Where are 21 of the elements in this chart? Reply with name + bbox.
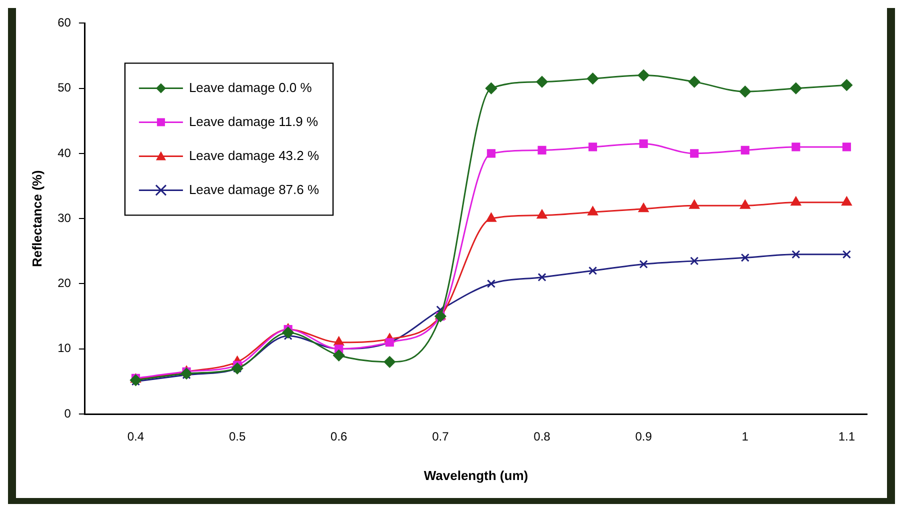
y-tick-label: 60	[58, 16, 72, 30]
y-tick-label: 30	[58, 210, 72, 225]
y-tick-label: 20	[58, 276, 72, 290]
legend-label: Leave damage 0.0 %	[188, 80, 312, 95]
x-tick-label: 0.5	[228, 430, 246, 444]
legend-label: Leave damage 11.9 %	[188, 114, 319, 129]
legend-label: Leave damage 43.2 %	[188, 148, 320, 163]
y-tick-label: 0	[64, 406, 72, 420]
x-tick-label: 0.9	[635, 430, 652, 444]
x-tick-label: 0.4	[127, 430, 144, 444]
legend-label: Leave damage 87.6 %	[188, 182, 320, 197]
y-tick-label: 10	[58, 341, 72, 356]
x-tick-label: 0.6	[330, 430, 348, 444]
x-tick-label: 1.1	[838, 430, 856, 444]
x-axis-title: Wavelength (um)	[424, 468, 528, 483]
y-tick-label: 40	[58, 146, 72, 160]
x-tick-label: 0.8	[534, 430, 551, 444]
y-tick-label: 50	[58, 80, 72, 95]
x-tick-label: 1	[742, 430, 749, 444]
y-axis-title: Reflectance (%)	[29, 170, 44, 268]
x-tick-label: 0.7	[432, 430, 450, 444]
